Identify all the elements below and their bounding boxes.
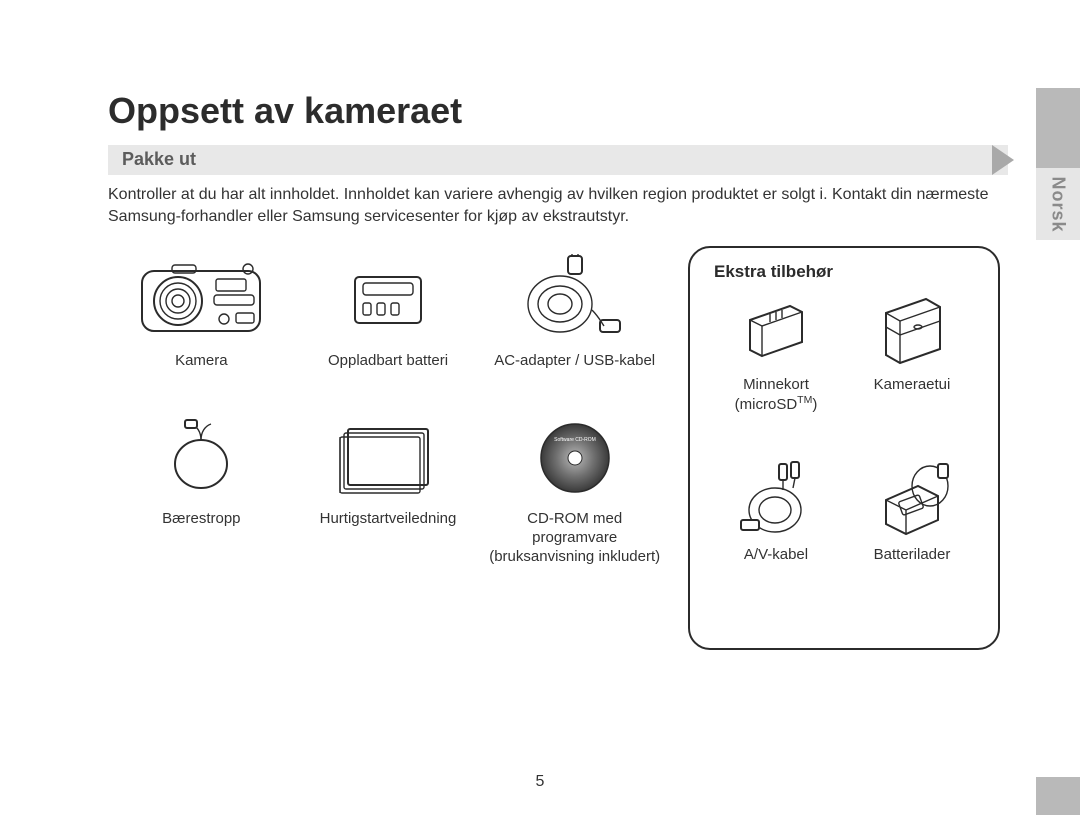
accessory-label: A/V-kabel xyxy=(744,546,808,564)
accessory-label: Minnekort (microSDTM) xyxy=(735,376,818,414)
ac-adapter-usb-icon xyxy=(520,254,630,346)
accessories-title: Ekstra tilbehør xyxy=(714,262,980,282)
contents-row: Kamera Oppladbart batteri xyxy=(108,248,668,406)
strap-icon xyxy=(161,412,241,504)
content-ac-usb: AC-adapter / USB-kabel xyxy=(481,248,668,406)
battery-icon xyxy=(349,254,427,346)
microsd-icon xyxy=(740,292,812,370)
microsd-sub: (microSDTM) xyxy=(735,396,818,413)
page-title: Oppsett av kameraet xyxy=(108,90,462,132)
cd-rom-icon: Software CD-ROM xyxy=(536,412,614,504)
language-label: Norsk xyxy=(1048,176,1069,232)
content-camera: Kamera xyxy=(108,248,295,406)
content-battery: Oppladbart batteri xyxy=(295,248,482,406)
content-label: Oppladbart batteri xyxy=(328,352,448,406)
content-label: AC-adapter / USB-kabel xyxy=(494,352,655,406)
accessory-case: Kameraetui xyxy=(844,292,980,462)
accessory-av-cable: A/V-kabel xyxy=(708,462,844,632)
box-contents-grid: Kamera Oppladbart batteri xyxy=(108,248,668,566)
content-cdrom: Software CD-ROM CD-ROM med programvare (… xyxy=(481,406,668,566)
side-tab-marker xyxy=(1036,88,1080,168)
intro-paragraph: Kontroller at du har alt innholdet. Innh… xyxy=(108,184,1013,227)
content-qsg: Hurtigstartveiledning xyxy=(295,406,482,566)
content-strap: Bærestropp xyxy=(108,406,295,566)
accessories-row: Minnekort (microSDTM) Kam xyxy=(708,292,980,462)
accessory-label: Batterilader xyxy=(874,546,951,564)
page-number: 5 xyxy=(0,773,1080,791)
content-label: Kamera xyxy=(175,352,228,406)
quick-start-guide-icon xyxy=(338,412,438,504)
section-bg xyxy=(108,145,1008,175)
chevron-right-icon xyxy=(992,145,1014,175)
manual-page: Norsk Oppsett av kameraet Pakke ut Kontr… xyxy=(0,0,1080,835)
section-header: Pakke ut xyxy=(108,145,1008,175)
cd-label-text: Software CD-ROM xyxy=(554,437,596,443)
content-label: Hurtigstartveiledning xyxy=(320,510,457,564)
contents-row: Bærestropp Hurtigstartveiledning xyxy=(108,406,668,566)
section-title: Pakke ut xyxy=(122,149,196,170)
accessory-charger: Batterilader xyxy=(844,462,980,632)
av-cable-icon xyxy=(735,462,817,540)
language-tab: Norsk xyxy=(1036,168,1080,240)
content-label: Bærestropp xyxy=(162,510,240,564)
accessories-grid: Minnekort (microSDTM) Kam xyxy=(708,292,980,632)
battery-charger-icon xyxy=(866,462,958,540)
camera-case-icon xyxy=(872,292,952,370)
camera-icon xyxy=(136,254,266,346)
optional-accessories-box: Ekstra tilbehør M xyxy=(688,246,1000,650)
content-label: CD-ROM med programvare (bruksanvisning i… xyxy=(487,510,662,566)
accessory-label: Kameraetui xyxy=(874,376,951,394)
accessory-memory-card: Minnekort (microSDTM) xyxy=(708,292,844,462)
accessories-row: A/V-kabel Batterilader xyxy=(708,462,980,632)
